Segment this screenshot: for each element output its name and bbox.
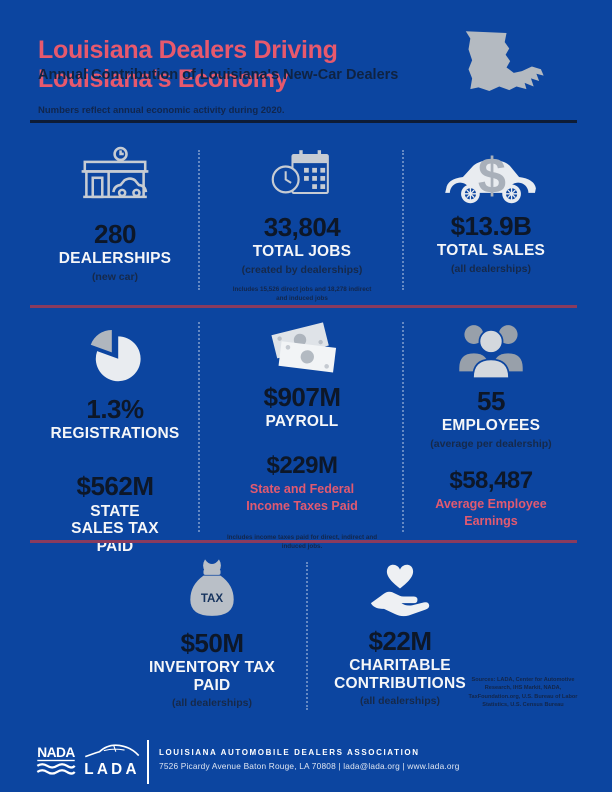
footer-text-block: LOUISIANA AUTOMOBILE DEALERS ASSOCIATION… [159,748,559,771]
footer-divider [147,740,149,784]
stat-value: 33,804 [263,212,341,242]
employees-group-icon [406,320,576,380]
page-subtitle: Annual Contribution of Louisiana's New-C… [38,67,399,83]
stat-sublabel: (all dealerships) [172,697,252,710]
dealership-building-icon [34,146,196,208]
stat-value: 55 [477,386,505,416]
stat-value: $22M [368,626,432,656]
stat-label: DEALERSHIPS [58,250,172,268]
stat-charitable: $22M CHARITABLE CONTRIBUTIONS (all deale… [318,558,482,708]
header-divider [30,120,577,123]
column-divider-dotted [402,322,404,532]
column-divider-dotted [306,562,308,710]
car-dollar-icon: $ [406,148,576,206]
stat-value: $562M [76,470,155,501]
stat-inventory-tax: TAX $50M INVENTORY TAX PAID (all dealers… [132,556,292,710]
heart-in-hand-icon [318,558,482,622]
column-divider-dotted [402,150,404,290]
stat-label: TOTAL JOBS [252,243,352,261]
svg-text:$: $ [478,148,506,204]
stat-value: 1.3% [86,394,144,424]
section-divider [30,540,577,543]
stat-footnote: Includes 15,526 direct jobs and 18,278 i… [232,286,372,303]
stat-total-jobs: 33,804 TOTAL JOBS (created by dealership… [204,142,400,304]
stat-payroll: $907M PAYROLL $229M State and Federal In… [204,316,400,551]
stat-sublabel: (average per dealership) [430,437,552,450]
nada-logo: NADA [34,744,78,780]
section-divider [30,305,577,308]
page-title: Louisiana Dealers Driving Louisiana's Ec… [38,36,338,93]
header-note: Numbers reflect annual economic activity… [38,105,285,116]
stat-label-pink: Average Employee Earnings [435,497,547,529]
column-divider-dotted [198,150,200,290]
stat-sublabel: (all dealerships) [451,262,531,275]
stat-value: $50M [180,628,244,658]
footer-org-name: LOUISIANA AUTOMOBILE DEALERS ASSOCIATION [159,748,420,757]
stat-label: TOTAL SALES [436,242,546,260]
stat-footnote: Includes income taxes paid for direct, i… [226,533,378,550]
cash-banknotes-icon [204,316,400,378]
stat-label: PAYROLL [265,413,339,431]
calendar-clock-icon [204,142,400,206]
tax-bag-label: TAX [201,592,224,605]
stat-registrations: 1.3% REGISTRATIONS $562M STATE SALES TAX… [34,322,196,555]
stat-label-pink: State and Federal Income Taxes Paid [246,481,358,513]
stat-value: $13.9B [450,211,532,241]
louisiana-state-map-icon [452,24,552,110]
stat-label: CHARITABLE CONTRIBUTIONS [334,657,466,692]
stat-value: $58,487 [449,467,533,495]
stat-employees: 55 EMPLOYEES (average per dealership) $5… [406,320,576,530]
stat-value: $907M [263,382,342,412]
stat-label: STATE SALES TAX PAID [71,502,159,555]
lada-logo: LADA [82,740,142,782]
stat-label: INVENTORY TAX PAID [148,659,276,694]
stat-sublabel: (created by dealerships) [241,263,363,276]
stat-value: $229M [266,451,338,479]
sources-text: Sources: LADA, Center for Automotive Res… [468,677,578,709]
stat-dealerships: 280 DEALERSHIPS (new car) [34,146,196,283]
stat-value: 280 [94,219,136,249]
stat-label: REGISTRATIONS [50,425,180,443]
svg-text:NADA: NADA [37,745,75,760]
svg-text:LADA: LADA [84,761,140,778]
pie-chart-icon [34,322,196,386]
footer-address: 7526 Picardy Avenue Baton Rouge, LA 7080… [159,761,460,771]
column-divider-dotted [198,322,200,532]
stat-sublabel: (new car) [91,270,139,283]
stat-label: EMPLOYEES [441,417,541,435]
stat-total-sales: $ $13.9B TOTAL SALES (all dealerships) [406,148,576,275]
stat-sublabel: (all dealerships) [360,695,440,708]
tax-money-bag-icon: TAX [132,556,292,620]
